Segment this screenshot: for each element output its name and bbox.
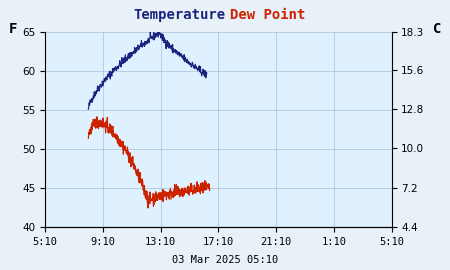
Text: Dew Point: Dew Point (230, 8, 305, 22)
Text: 03 Mar 2025 05:10: 03 Mar 2025 05:10 (172, 255, 278, 265)
Text: Temperature: Temperature (133, 8, 225, 22)
Text: F: F (9, 22, 18, 36)
Text: C: C (432, 22, 441, 36)
